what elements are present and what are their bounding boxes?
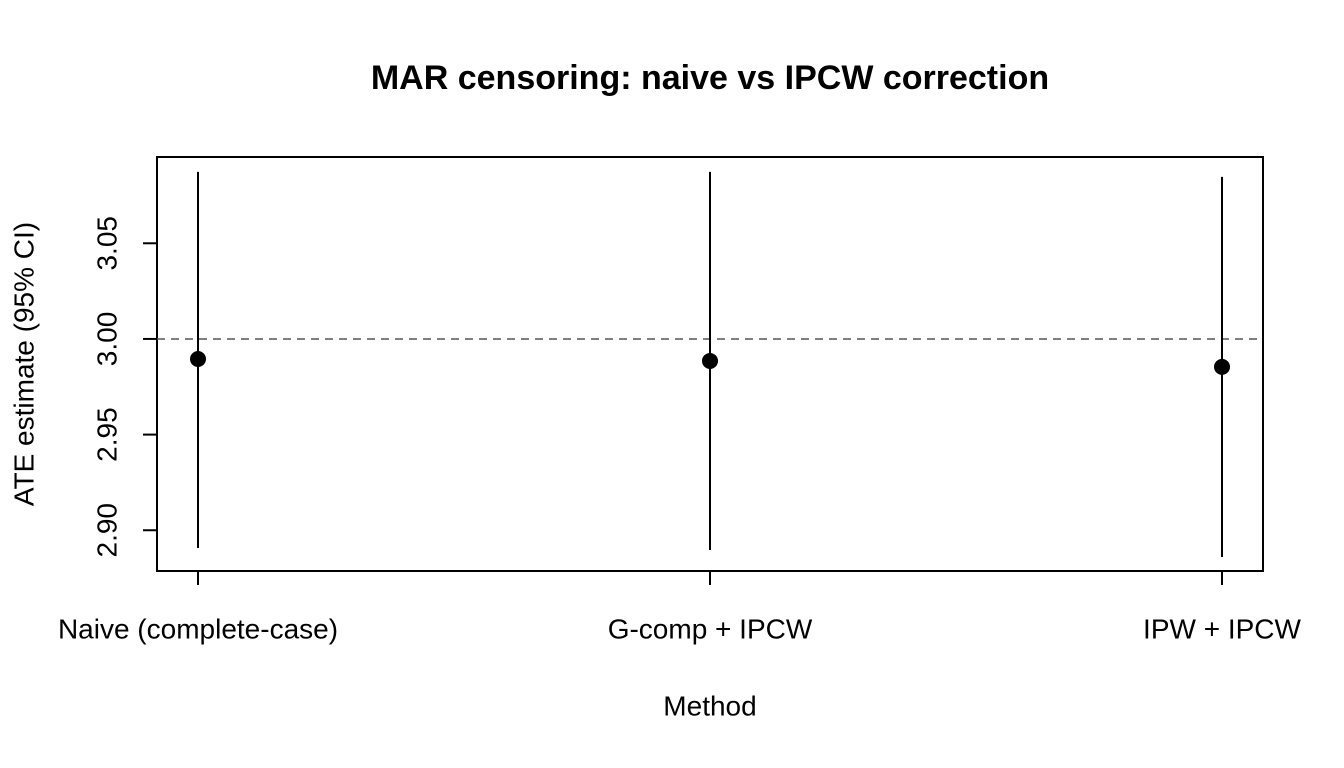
point — [702, 352, 718, 369]
point — [1214, 358, 1230, 375]
x-tick-label: Naive (complete-case) — [58, 613, 338, 644]
x-tick-label: G-comp + IPCW — [608, 613, 813, 644]
y-tick-label: 2.95 — [91, 407, 122, 462]
y-tick-label: 2.90 — [91, 503, 122, 558]
chart-title: MAR censoring: naive vs IPCW correction — [371, 59, 1049, 97]
point — [190, 351, 206, 368]
y-axis-label: ATE estimate (95% CI) — [8, 222, 39, 506]
y-tick-label: 3.05 — [91, 216, 122, 271]
x-tick-label: IPW + IPCW — [1143, 613, 1301, 644]
y-tick-label: 3.00 — [91, 312, 122, 367]
x-axis-label: Method — [663, 690, 756, 721]
